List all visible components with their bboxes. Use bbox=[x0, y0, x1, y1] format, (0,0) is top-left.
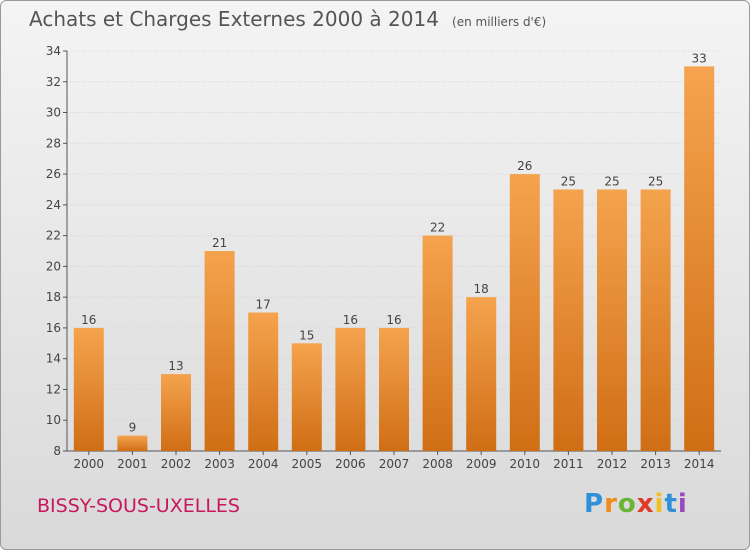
bar-2005 bbox=[291, 343, 322, 451]
y-tick-label: 32 bbox=[46, 75, 61, 89]
logo-letter: r bbox=[604, 489, 618, 519]
x-tick-label-2007: 2007 bbox=[379, 457, 410, 471]
x-tick-label-2013: 2013 bbox=[640, 457, 671, 471]
value-label-2010: 26 bbox=[517, 159, 532, 173]
y-tick-label: 26 bbox=[46, 167, 61, 181]
commune-name: BISSY-SOUS-UXELLES bbox=[37, 495, 240, 517]
y-tick-label: 34 bbox=[46, 44, 61, 58]
x-tick-label-2009: 2009 bbox=[466, 457, 497, 471]
value-label-2005: 15 bbox=[299, 328, 314, 342]
bar-2001 bbox=[117, 435, 148, 451]
logo-letter: t bbox=[664, 489, 678, 519]
x-tick-label-2006: 2006 bbox=[335, 457, 366, 471]
value-label-2014: 33 bbox=[692, 51, 707, 65]
value-label-2000: 16 bbox=[81, 313, 96, 327]
bar-2009 bbox=[466, 297, 497, 451]
bar-2006 bbox=[335, 327, 366, 451]
y-tick-label: 20 bbox=[46, 259, 61, 273]
logo-letter: i bbox=[677, 489, 688, 519]
x-tick-label-2011: 2011 bbox=[553, 457, 584, 471]
unit-text: (en milliers d'€) bbox=[452, 15, 547, 29]
value-label-2003: 21 bbox=[212, 236, 227, 250]
logo-letter: x bbox=[636, 489, 655, 519]
bar-2014 bbox=[684, 66, 715, 451]
x-tick-label-2010: 2010 bbox=[510, 457, 541, 471]
bar-2007 bbox=[379, 327, 409, 451]
value-label-2006: 16 bbox=[343, 313, 358, 327]
y-tick-label: 22 bbox=[46, 229, 61, 243]
y-tick-label: 18 bbox=[46, 290, 61, 304]
bars bbox=[73, 66, 715, 452]
proxiti-logo: Proxiti bbox=[584, 489, 688, 519]
bar-2004 bbox=[248, 312, 279, 451]
bar-2000 bbox=[73, 327, 104, 451]
bar-2010 bbox=[509, 174, 540, 452]
value-label-2004: 17 bbox=[256, 298, 271, 312]
bar-2002 bbox=[161, 374, 191, 451]
bar-2008 bbox=[422, 235, 453, 451]
value-label-2001: 9 bbox=[129, 421, 137, 435]
y-tick-label: 24 bbox=[46, 198, 61, 212]
bar-2011 bbox=[553, 189, 584, 451]
logo-letter: o bbox=[617, 489, 637, 519]
x-tick-label-2008: 2008 bbox=[422, 457, 453, 471]
logo-letter: i bbox=[654, 489, 665, 519]
title-text: Achats et Charges Externes 2000 à 2014 bbox=[29, 7, 439, 31]
y-tick-label: 14 bbox=[46, 352, 61, 366]
value-label-2013: 25 bbox=[648, 174, 663, 188]
x-tick-label-2000: 2000 bbox=[74, 457, 105, 471]
x-tick-label-2002: 2002 bbox=[161, 457, 192, 471]
value-label-2002: 13 bbox=[168, 359, 183, 373]
y-tick-label: 28 bbox=[46, 136, 61, 150]
bar-2003 bbox=[204, 251, 235, 451]
x-tick-label-2001: 2001 bbox=[117, 457, 148, 471]
labels: 8 10 12 14 16 18 20 22 24 26 28 30 32 34 16 2000 9 2001 13… bbox=[46, 44, 715, 471]
y-tick-label: 12 bbox=[46, 382, 61, 396]
bar-2012 bbox=[597, 189, 627, 451]
y-tick-label: 10 bbox=[46, 413, 61, 427]
y-tick-label: 16 bbox=[46, 321, 61, 335]
value-label-2008: 22 bbox=[430, 221, 445, 235]
x-tick-label-2003: 2003 bbox=[204, 457, 235, 471]
logo-letter: P bbox=[584, 489, 605, 519]
value-label-2009: 18 bbox=[474, 282, 489, 296]
x-tick-label-2014: 2014 bbox=[684, 457, 715, 471]
chart-title: Achats et Charges Externes 2000 à 2014 (… bbox=[29, 7, 546, 31]
y-tick-label: 8 bbox=[53, 444, 61, 458]
value-label-2007: 16 bbox=[386, 313, 401, 327]
bar-2013 bbox=[640, 189, 671, 451]
x-tick-label-2012: 2012 bbox=[597, 457, 628, 471]
value-label-2012: 25 bbox=[604, 174, 619, 188]
x-tick-label-2004: 2004 bbox=[248, 457, 279, 471]
value-label-2011: 25 bbox=[561, 174, 576, 188]
x-tick-label-2005: 2005 bbox=[292, 457, 323, 471]
y-tick-label: 30 bbox=[46, 106, 61, 120]
